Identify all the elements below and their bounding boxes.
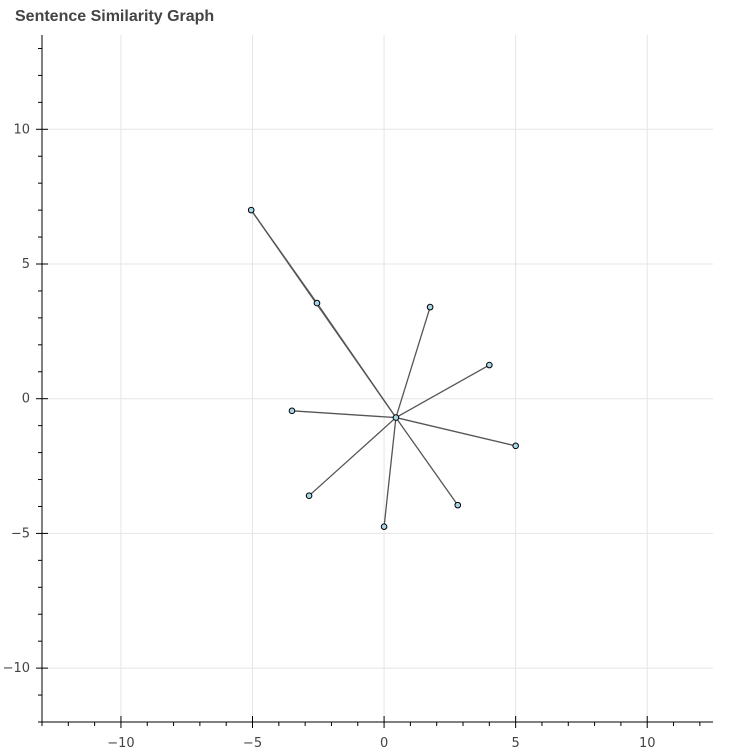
graph-node bbox=[288, 407, 296, 415]
edges bbox=[250, 209, 516, 527]
graph-node bbox=[486, 361, 493, 369]
nodes bbox=[247, 206, 519, 530]
graph-edge bbox=[291, 410, 396, 419]
y-tick-label: −10 bbox=[3, 661, 30, 676]
graph-node bbox=[512, 442, 519, 450]
graph-node bbox=[305, 492, 313, 499]
graph-edge bbox=[395, 416, 516, 447]
graph-edge bbox=[250, 209, 318, 304]
y-tick-label: 5 bbox=[22, 257, 30, 272]
y-tick-label: 10 bbox=[13, 122, 30, 137]
x-tick-label: −10 bbox=[107, 736, 134, 750]
graph-edge bbox=[395, 417, 459, 506]
graph-node bbox=[426, 303, 434, 311]
graph-edge bbox=[395, 364, 490, 419]
graph-node bbox=[454, 501, 462, 509]
graph-edge bbox=[316, 302, 397, 418]
x-tick-label: 10 bbox=[639, 736, 656, 750]
graph-edge bbox=[383, 417, 397, 527]
graph-node bbox=[380, 523, 388, 530]
y-tick-label: 0 bbox=[22, 392, 30, 407]
grid bbox=[42, 35, 713, 722]
graph-node bbox=[247, 206, 255, 214]
graph-edge bbox=[308, 417, 397, 497]
graph-edge bbox=[395, 306, 431, 418]
chart-title: Sentence Similarity Graph bbox=[15, 8, 215, 25]
x-tick-label: 0 bbox=[380, 736, 388, 750]
x-tick-label: 5 bbox=[512, 736, 520, 750]
x-tick-label: −5 bbox=[243, 736, 262, 750]
axes: −10 −5 0 5 10 −10 −5 0 5 10 bbox=[3, 35, 713, 750]
graph-node bbox=[392, 414, 400, 421]
y-tick-label: −5 bbox=[11, 526, 30, 541]
graph-node bbox=[313, 299, 321, 307]
